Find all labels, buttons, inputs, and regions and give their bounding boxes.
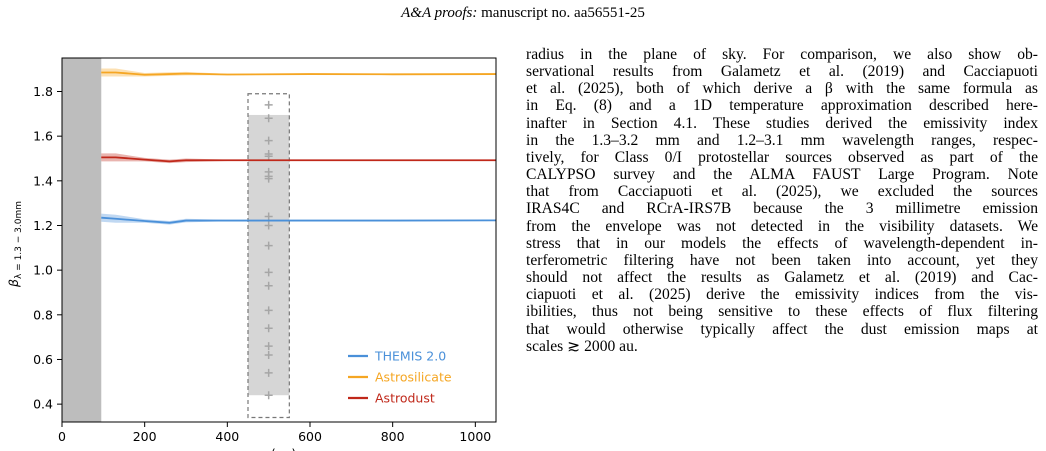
- observation-point: [264, 212, 273, 221]
- series-band-1: [101, 68, 496, 77]
- body-line: ibilities, thus not being sensitive to t…: [526, 303, 1038, 321]
- observation-point: [264, 351, 273, 360]
- body-line: that would otherwise typically affect th…: [526, 320, 1038, 338]
- cacciapuoti-range-box: [247, 93, 290, 419]
- series-line-0: [101, 216, 496, 224]
- journal-name: A&A proofs:: [401, 5, 478, 21]
- observation-point: [264, 324, 273, 333]
- body-line: ciapuoti et al. (2025) derive the emissi…: [526, 286, 1038, 304]
- y-tick-label: 1.6: [33, 129, 53, 144]
- observation-point: [264, 221, 273, 230]
- beta-profile-chart: 0 200 400 600 800 1000 0.4 0.6 0.8 1.0 1.2 1.4 1.6 1.…: [0, 40, 505, 451]
- body-line: tively, for Class 0/I protostellar sourc…: [526, 148, 1038, 166]
- body-line: servational results from Galametz et al.…: [526, 63, 1038, 81]
- observation-point: [264, 174, 273, 183]
- body-line: IRAS4C and RCrA-IRS7B because the 3 mill…: [526, 200, 1038, 218]
- body-line: CALYPSO survey and the ALMA FAUST Large …: [526, 166, 1038, 184]
- observation-point: [264, 342, 273, 351]
- x-axis-label: r (au): [262, 446, 296, 451]
- body-line: in the 1.3–3.2 mm and 1.2–3.1 mm wavelen…: [526, 131, 1038, 149]
- manuscript-number: manuscript no. aa56551-25: [477, 5, 645, 21]
- observation-point: [264, 306, 273, 315]
- y-tick-label: 1.0: [33, 263, 53, 278]
- plot-area: [62, 58, 496, 422]
- observation-point: [264, 100, 273, 109]
- y-tick-label: 0.6: [33, 352, 53, 367]
- observation-point: [264, 152, 273, 161]
- observation-point: [264, 391, 273, 400]
- body-line: stress that in our models the effects of…: [526, 234, 1038, 252]
- x-tick-label: 0: [58, 429, 66, 444]
- observation-point: [264, 368, 273, 377]
- body-line: scales ≳ 2000 au.: [526, 337, 638, 355]
- y-tick-label: 1.4: [33, 173, 53, 188]
- y-tick-label: 1.2: [33, 218, 53, 233]
- observation-point: [264, 136, 273, 145]
- chart-svg: 0 200 400 600 800 1000 0.4 0.6 0.8 1.0 1.2 1.4 1.6 1.…: [6, 57, 497, 451]
- series-band-2: [101, 153, 496, 164]
- body-line: terferometric filtering have not been ta…: [526, 251, 1038, 269]
- observation-point: [264, 114, 273, 123]
- observation-point: [264, 241, 273, 250]
- x-tick-label: 600: [298, 429, 322, 444]
- series-line-2: [101, 156, 496, 163]
- x-tick-label: 1000: [459, 429, 491, 444]
- series-band-0: [101, 213, 496, 225]
- y-tick-label: 0.8: [33, 307, 53, 322]
- body-line: in Eq. (8) and a 1D temperature approxim…: [526, 97, 1038, 115]
- observation-point: [264, 268, 273, 277]
- legend-label-1: Astrosilicate: [375, 370, 452, 385]
- body-line: from the envelope was not detected in th…: [526, 217, 1038, 235]
- y-axis-label: βλ = 1.3 − 3.0mm: [6, 201, 24, 288]
- body-line: inafter in Section 4.1. These studies de…: [526, 114, 1038, 132]
- body-line: et al. (2025), both of which derive a β …: [526, 80, 1038, 98]
- y-tick-label: 1.8: [33, 84, 53, 99]
- observation-point: [264, 281, 273, 290]
- x-tick-label: 400: [215, 429, 239, 444]
- page-header: A&A proofs: manuscript no. aa56551-25: [0, 5, 1046, 22]
- series-line-1: [101, 71, 496, 76]
- body-line: that from Cacciapuoti et al. (2025), we …: [526, 183, 1038, 201]
- x-tick-label: 800: [381, 429, 405, 444]
- x-tick-label: 200: [133, 429, 157, 444]
- axes-frame: [61, 57, 497, 423]
- body-line: should not affect the results as Galamet…: [526, 269, 1038, 287]
- legend-label-0: THEMIS 2.0: [374, 349, 446, 364]
- body-text: radius in the plane of sky. For comparis…: [526, 46, 1038, 355]
- y-tick-label: 0.4: [33, 397, 53, 412]
- masked-region: [62, 58, 102, 422]
- body-line: radius in the plane of sky. For comparis…: [526, 46, 1038, 63]
- legend-label-2: Astrodust: [375, 391, 435, 406]
